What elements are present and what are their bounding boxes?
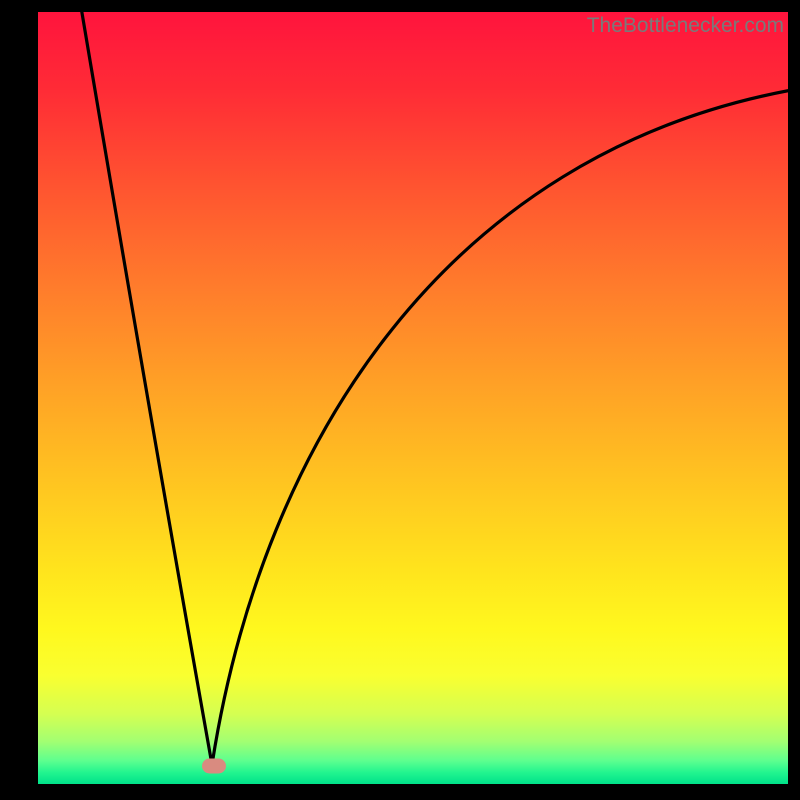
watermark-text: TheBottlenecker.com — [587, 14, 784, 38]
plot-area: TheBottlenecker.com — [38, 12, 788, 784]
vertex-marker — [202, 759, 226, 774]
chart-root: TheBottlenecker.com — [0, 0, 800, 800]
gradient-background — [38, 12, 788, 784]
plot-svg — [38, 12, 788, 784]
